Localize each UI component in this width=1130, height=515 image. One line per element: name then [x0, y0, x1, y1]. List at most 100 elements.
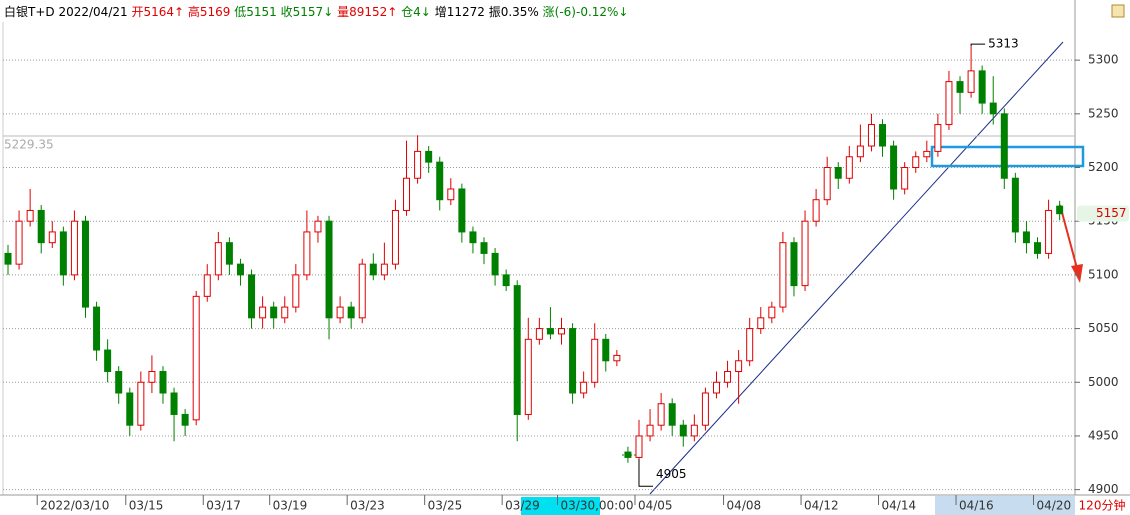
- settings-icon[interactable]: [1111, 4, 1125, 18]
- candle-body: [358, 263, 366, 319]
- x-tick-label: 03/23: [350, 499, 385, 513]
- x-tick-label: 03/30,00:00: [561, 499, 634, 513]
- header-item: 低5151: [234, 5, 277, 19]
- candle-body: [15, 220, 23, 265]
- symbol: 白银T+D: [4, 4, 55, 19]
- candle-body: [414, 150, 422, 179]
- candle-body: [657, 403, 665, 426]
- x-tick-label: 03/19: [273, 499, 308, 513]
- candle-body: [314, 220, 322, 233]
- candle-body: [1045, 209, 1053, 254]
- reference-label: 5229.35: [4, 137, 54, 151]
- candle-body: [59, 231, 67, 276]
- candle-body: [668, 403, 676, 426]
- candle-body: [181, 413, 189, 426]
- candle-body: [591, 338, 599, 383]
- candle-body: [790, 242, 798, 287]
- candle-body: [1011, 177, 1019, 233]
- candle-body: [978, 70, 986, 104]
- candle-body: [934, 124, 942, 152]
- candle-body: [214, 242, 222, 276]
- candle-body: [945, 81, 953, 126]
- candle-body: [325, 220, 333, 319]
- candle-body: [746, 328, 754, 362]
- x-tick-label: 04/12: [804, 499, 839, 513]
- candle-body: [569, 328, 577, 394]
- candle-body: [192, 295, 200, 421]
- candle-body: [546, 328, 554, 335]
- candle-body: [403, 177, 411, 211]
- candle-body: [469, 231, 477, 244]
- x-tick-label: 04/16: [959, 499, 994, 513]
- candle-body: [292, 274, 300, 308]
- header-item: 振0.35%: [489, 5, 539, 19]
- y-tick-label: 5250: [1088, 106, 1119, 120]
- candle-body: [37, 209, 45, 244]
- candle-body: [115, 371, 123, 394]
- candle-body: [126, 392, 134, 426]
- header-item: 高5169: [188, 4, 231, 19]
- candle-body: [248, 274, 256, 319]
- candle-body: [70, 220, 78, 276]
- candle-body: [779, 242, 787, 308]
- candle-body: [724, 371, 732, 383]
- x-tick-label: 04/05: [638, 499, 673, 513]
- candle-body: [690, 424, 698, 437]
- candle-body: [513, 285, 521, 415]
- header: 白银T+D 2022/04/21 开5164↑ 高5169 低5151 收515…: [4, 4, 629, 19]
- candle-body: [1000, 113, 1008, 179]
- candle-body: [159, 371, 167, 394]
- y-tick-label: 5200: [1088, 160, 1119, 174]
- candle-body: [967, 70, 975, 93]
- candle-body: [4, 252, 12, 265]
- candle-body: [480, 242, 488, 254]
- last-price-label: 5157: [1096, 206, 1127, 220]
- candle-body: [203, 274, 211, 297]
- min-leader: [638, 459, 653, 487]
- x-tick-label: 03/29: [505, 499, 540, 513]
- last-price-bg: [1077, 205, 1129, 222]
- candle-body: [236, 263, 244, 276]
- candle-body: [303, 231, 311, 276]
- x-tick-label: 03/17: [206, 499, 241, 513]
- x-tick-label: 2022/03/10: [40, 499, 109, 513]
- candle-body: [270, 306, 278, 319]
- header-item: 仓4↓: [401, 5, 431, 19]
- candle-body: [137, 381, 145, 426]
- header-item: 开5164↑: [131, 5, 184, 19]
- y-tick-label: 5050: [1088, 321, 1119, 335]
- candle-body: [104, 349, 112, 373]
- candle-body: [48, 231, 56, 244]
- candle-body: [558, 328, 565, 335]
- candle-body: [458, 188, 466, 233]
- candle-body: [580, 381, 588, 394]
- date: 2022/04/21: [58, 5, 127, 19]
- period-label: 120分钟: [1079, 498, 1126, 513]
- trend-line: [649, 41, 1064, 495]
- header-item: 涨(-6)-0.12%↓: [543, 4, 629, 19]
- y-tick-label: 4900: [1088, 482, 1119, 496]
- candle-body: [535, 328, 543, 340]
- candle-body: [1034, 242, 1042, 254]
- candle-body: [867, 124, 875, 147]
- header-item: 量89152↑: [337, 5, 397, 19]
- candle-body: [436, 161, 444, 201]
- arrow-shaft: [1059, 204, 1079, 273]
- max-label: 5313: [988, 37, 1019, 51]
- header-item: 收5157↓: [281, 5, 334, 19]
- candle-body: [425, 150, 433, 163]
- candle-body: [380, 263, 388, 276]
- candle-body: [757, 317, 765, 330]
- candle-body: [768, 306, 776, 319]
- y-tick-label: 5100: [1088, 267, 1119, 281]
- max-leader: [970, 43, 986, 47]
- x-tick-label: 03/15: [129, 499, 164, 513]
- candle-body: [369, 263, 377, 276]
- candle-body: [93, 306, 101, 351]
- candle-body: [735, 360, 743, 373]
- candle-body: [679, 424, 687, 437]
- candle-body: [502, 274, 510, 287]
- candle-body: [81, 220, 89, 308]
- candle-body: [170, 392, 178, 415]
